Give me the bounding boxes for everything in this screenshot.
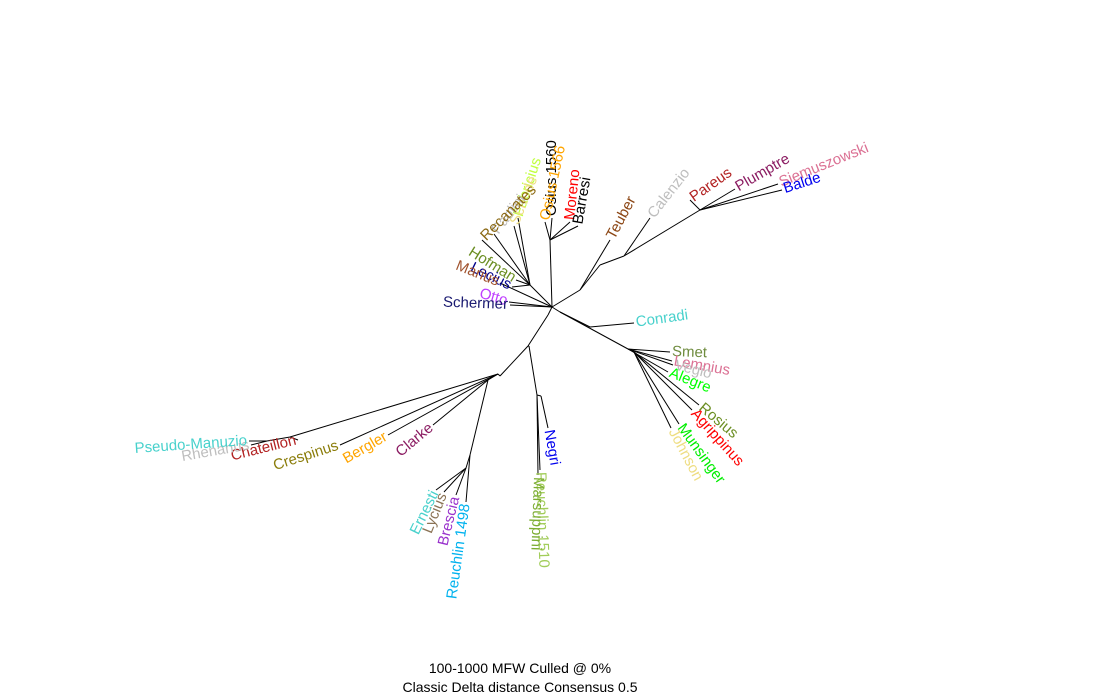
leaf-label: Clarke — [392, 419, 436, 460]
leaf-branch — [579, 239, 611, 291]
leaf-label: Teuber — [603, 193, 640, 241]
internal-branch — [536, 394, 542, 397]
leaf-label: Conradi — [635, 306, 689, 330]
internal-branch — [551, 306, 561, 313]
tree-branches — [249, 183, 783, 503]
leaf-branch — [511, 284, 531, 288]
internal-branch — [549, 239, 553, 308]
internal-branch — [499, 345, 529, 377]
caption-line-2: Classic Delta distance Consensus 0.5 — [402, 679, 638, 695]
leaf-branch — [443, 467, 467, 493]
leaf-branch — [250, 440, 268, 446]
leaf-branch — [623, 217, 651, 257]
internal-branch — [528, 345, 538, 396]
leaf-branch — [689, 199, 701, 211]
leaf-branch — [536, 394, 539, 476]
internal-branch — [266, 436, 291, 442]
caption-line-1: 100-1000 MFW Culled @ 0% — [428, 660, 612, 676]
internal-branch — [559, 311, 629, 350]
leaf-branch — [633, 351, 680, 425]
leaf-branch — [499, 282, 553, 308]
leaf-branch — [432, 379, 489, 426]
leaf-branch — [627, 348, 674, 366]
leaf-label: Reuchlin 1510 — [532, 472, 552, 568]
leaf-branch — [699, 183, 779, 211]
internal-branch — [599, 255, 625, 266]
leaf-branch — [699, 189, 783, 211]
internal-branch — [469, 379, 489, 456]
leaf-branch — [549, 221, 571, 241]
leaf-branch — [633, 351, 693, 411]
internal-branch — [623, 209, 701, 257]
leaf-branch — [549, 217, 553, 241]
leaf-label: Schermer — [443, 294, 509, 313]
leaf-label: Negri — [540, 428, 563, 466]
leaf-branch — [289, 436, 299, 441]
leaf-label: Moreno — [561, 168, 583, 220]
leaf-branch — [465, 454, 471, 503]
leaf-branch — [435, 467, 467, 491]
leaf-label: Pareus — [686, 164, 735, 205]
internal-branch — [579, 264, 601, 291]
leaf-branch — [589, 322, 635, 328]
leaf-branch — [633, 351, 672, 429]
internal-branch — [289, 373, 499, 438]
leaf-label: Marsuppini — [527, 477, 547, 551]
internal-branch — [527, 314, 549, 347]
leaf-branch — [540, 395, 549, 429]
leaf-label: Osius 1560 — [543, 140, 560, 216]
leaf-branch — [517, 217, 531, 286]
leaf-label: Smet — [672, 343, 708, 361]
leaf-branch — [387, 373, 499, 436]
leaf-branch — [549, 225, 579, 241]
internal-branch — [551, 289, 581, 308]
internal-branch — [497, 373, 501, 377]
leaf-label: Recanates — [477, 181, 540, 244]
leaf-branch — [513, 225, 531, 286]
leaf-branch — [633, 351, 700, 406]
internal-branch — [547, 306, 553, 316]
leaf-label: Calenzio — [644, 165, 693, 221]
leaf-branch — [544, 221, 551, 241]
leaf-branch — [493, 233, 531, 286]
leaf-branch — [481, 239, 531, 286]
leaf-branch — [515, 279, 531, 286]
leaf-branch — [455, 467, 467, 496]
leaf-branch — [627, 348, 671, 353]
internal-branch — [529, 284, 553, 308]
leaf-branch — [339, 373, 499, 446]
leaf-branch — [509, 304, 553, 308]
leaf-branch — [627, 348, 673, 362]
leaf-branch — [699, 188, 736, 211]
